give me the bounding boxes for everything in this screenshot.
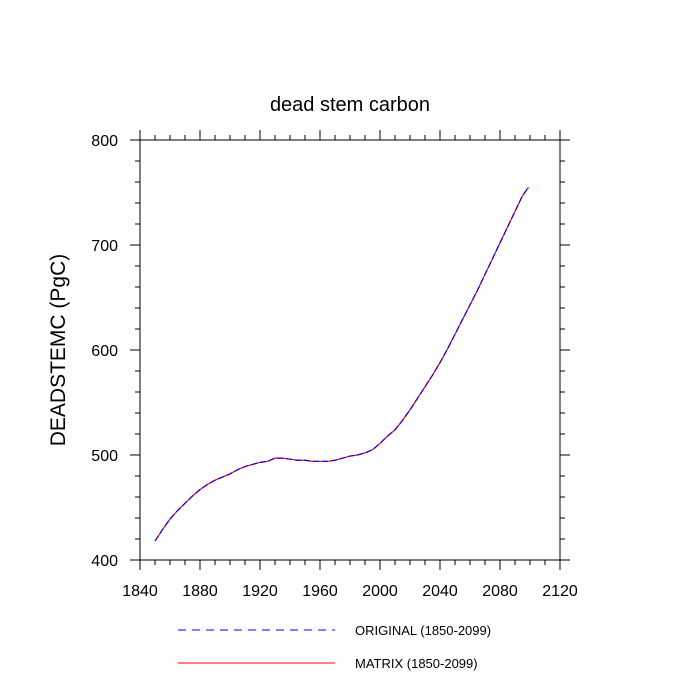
y-tick-label: 700 — [91, 238, 118, 255]
plot-frame — [139, 139, 561, 561]
legend: ORIGINAL (1850-2099) MATRIX (1850-2099) — [178, 623, 491, 671]
chart-title: dead stem carbon — [270, 94, 430, 116]
legend-label-original: ORIGINAL (1850-2099) — [355, 623, 491, 638]
x-tick-label: 1880 — [182, 583, 218, 600]
x-tick-label: 2080 — [482, 583, 518, 600]
x-tick-label: 1840 — [122, 583, 158, 600]
x-tick-label: 2040 — [422, 583, 458, 600]
series-line-matrix — [154, 186, 529, 542]
y-axis-label: DEADSTEMC (PgC) — [47, 254, 70, 447]
x-tick-label: 1920 — [242, 583, 278, 600]
series-lines — [154, 186, 529, 542]
axis-ticks — [130, 130, 570, 570]
y-tick-label: 500 — [91, 448, 118, 465]
x-tick-label: 2120 — [542, 583, 578, 600]
y-tick-label: 600 — [91, 343, 118, 360]
y-tick-label: 400 — [91, 553, 118, 570]
y-tick-label: 800 — [91, 133, 118, 150]
x-tick-label: 1960 — [302, 583, 338, 600]
axis-tick-labels: 1840 1880 1920 1960 2000 2040 2080 2120 400 500 60… — [91, 133, 578, 600]
legend-label-matrix: MATRIX (1850-2099) — [355, 656, 478, 671]
x-tick-label: 2000 — [362, 583, 398, 600]
series-line-original — [154, 186, 529, 542]
